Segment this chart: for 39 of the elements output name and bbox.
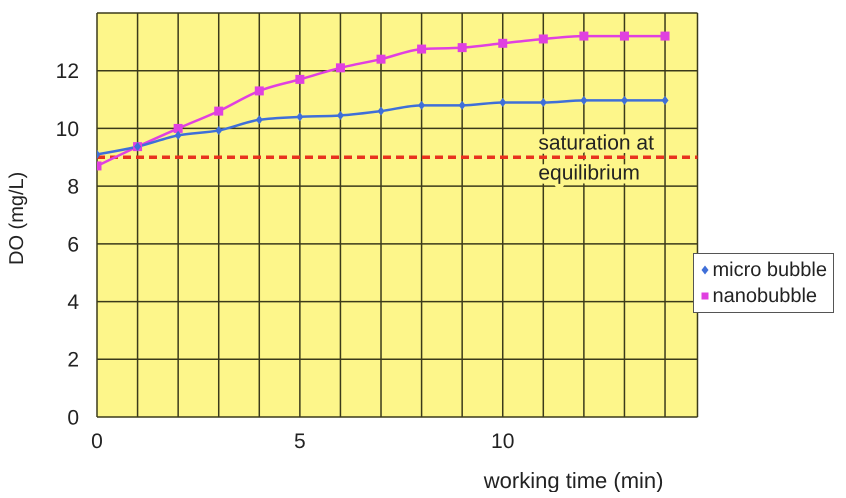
point [662, 96, 669, 105]
point [458, 100, 466, 110]
point [174, 124, 183, 133]
point [256, 115, 263, 124]
x-tick-label: 0 [91, 430, 103, 453]
point [295, 74, 304, 84]
point [579, 32, 588, 41]
point [336, 110, 344, 120]
point [254, 86, 264, 96]
point [376, 54, 386, 64]
point [458, 43, 467, 52]
point [417, 44, 426, 54]
point [174, 130, 182, 140]
legend-label: nanobubble [712, 284, 818, 309]
point [580, 96, 588, 105]
point [296, 112, 304, 122]
y-tick-label: 2 [67, 348, 79, 372]
x-tick-label: 10 [491, 430, 514, 453]
y-tick-label: 6 [67, 233, 79, 256]
y-tick-label: 12 [56, 60, 79, 84]
y-axis-title: DO (mg/L) [6, 172, 28, 265]
point [498, 38, 508, 48]
point [336, 63, 345, 72]
point [499, 98, 506, 108]
point [620, 96, 628, 105]
point [660, 32, 670, 41]
point [620, 32, 629, 41]
point [215, 126, 222, 135]
legend-label: micro bubble [712, 258, 827, 283]
y-tick-label: 0 [67, 406, 79, 430]
y-tick-label: 8 [67, 176, 79, 199]
x-tick-label: 5 [294, 430, 306, 453]
y-tick-label: 10 [56, 118, 79, 141]
point [378, 106, 385, 116]
point [418, 100, 426, 110]
y-tick-label: 4 [67, 291, 80, 314]
point [214, 106, 224, 116]
point [538, 34, 548, 44]
point [540, 98, 547, 108]
